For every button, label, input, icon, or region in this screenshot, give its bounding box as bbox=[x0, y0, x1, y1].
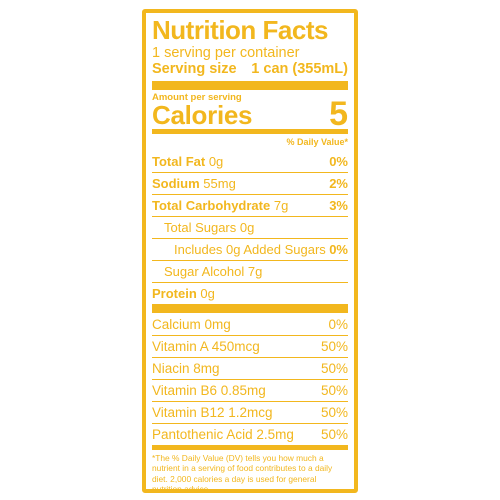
vitamin-row-niacin: Niacin 8mg 50% bbox=[152, 357, 348, 379]
nutrient-name: Sugar Alcohol 7g bbox=[164, 264, 263, 279]
thick-divider-vitamins bbox=[152, 304, 348, 313]
vitamin-name: Vitamin A 450mcg bbox=[152, 339, 260, 354]
vitamin-row-calcium: Calcium 0mg 0% bbox=[152, 313, 348, 335]
nutrient-row-total-carbohydrate: Total Carbohydrate 7g 3% bbox=[152, 194, 348, 216]
serving-size-label: Serving size bbox=[152, 61, 237, 77]
vitamin-dv: 50% bbox=[320, 383, 348, 398]
medium-divider bbox=[152, 129, 348, 134]
calories-row: Calories 5 bbox=[152, 95, 348, 133]
vitamin-name: Calcium 0mg bbox=[152, 316, 231, 332]
nutrition-label: Nutrition Facts 1 serving per container … bbox=[142, 9, 358, 493]
nutrient-row-total-sugars: Total Sugars 0g bbox=[152, 216, 348, 238]
footnote-divider bbox=[152, 445, 348, 450]
amount-per-serving: Amount per serving bbox=[152, 92, 242, 103]
servings-per-container: 1 serving per container bbox=[152, 45, 300, 61]
thick-divider bbox=[152, 81, 348, 90]
nutrient-name: Total Fat 0g bbox=[152, 153, 224, 169]
daily-value-footnote: *The % Daily Value (DV) tells you how mu… bbox=[152, 453, 333, 493]
vitamin-row-pantothenic-acid: Pantothenic Acid 2.5mg 50% bbox=[152, 423, 348, 445]
nutrient-dv: 0% bbox=[329, 242, 348, 257]
nutrient-name: Total Sugars 0g bbox=[164, 220, 255, 235]
nutrient-row-sodium: Sodium 55mg 2% bbox=[152, 172, 348, 194]
vitamin-row-vitamin-a: Vitamin A 450mcg 50% bbox=[152, 335, 348, 357]
nutrient-row-sugar-alcohol: Sugar Alcohol 7g bbox=[152, 260, 348, 282]
nutrient-name: Protein 0g bbox=[152, 286, 215, 301]
vitamin-name: Vitamin B6 0.85mg bbox=[152, 383, 266, 398]
vitamin-name: Vitamin B12 1.2mcg bbox=[152, 405, 273, 420]
daily-value-header: % Daily Value* bbox=[286, 137, 348, 147]
nutrient-name: Sodium 55mg bbox=[152, 176, 236, 191]
nutrient-dv: 3% bbox=[329, 198, 348, 213]
nutrient-row-protein: Protein 0g bbox=[152, 282, 348, 304]
nutrient-name: Includes 0g Added Sugars bbox=[174, 242, 326, 257]
vitamin-dv: 50% bbox=[320, 405, 348, 420]
vitamin-dv: 0% bbox=[328, 316, 348, 332]
nutrients-list: Total Fat 0g 0% Sodium 55mg 2% Total Car… bbox=[152, 150, 348, 304]
label-title: Nutrition Facts bbox=[152, 15, 328, 45]
vitamin-row-vitamin-b6: Vitamin B6 0.85mg 50% bbox=[152, 379, 348, 401]
nutrient-row-total-fat: Total Fat 0g 0% bbox=[152, 150, 348, 172]
serving-size-row: Serving size 1 can (355mL) bbox=[152, 61, 348, 77]
vitamins-list: Calcium 0mg 0% Vitamin A 450mcg 50% Niac… bbox=[152, 313, 348, 445]
nutrient-row-added-sugars: Includes 0g Added Sugars 0% bbox=[152, 238, 348, 260]
serving-size-value: 1 can (355mL) bbox=[251, 61, 348, 77]
vitamin-dv: 50% bbox=[320, 339, 348, 354]
nutrient-name: Total Carbohydrate 7g bbox=[152, 198, 289, 213]
calories-label: Calories bbox=[152, 100, 253, 130]
vitamin-name: Pantothenic Acid 2.5mg bbox=[152, 427, 294, 442]
vitamin-row-vitamin-b12: Vitamin B12 1.2mcg 50% bbox=[152, 401, 348, 423]
nutrient-dv: 0% bbox=[329, 153, 348, 169]
vitamin-dv: 50% bbox=[320, 361, 348, 376]
nutrient-dv: 2% bbox=[329, 176, 348, 191]
vitamin-dv: 50% bbox=[320, 427, 348, 442]
calories-value: 5 bbox=[329, 95, 348, 133]
vitamin-name: Niacin 8mg bbox=[152, 361, 220, 376]
